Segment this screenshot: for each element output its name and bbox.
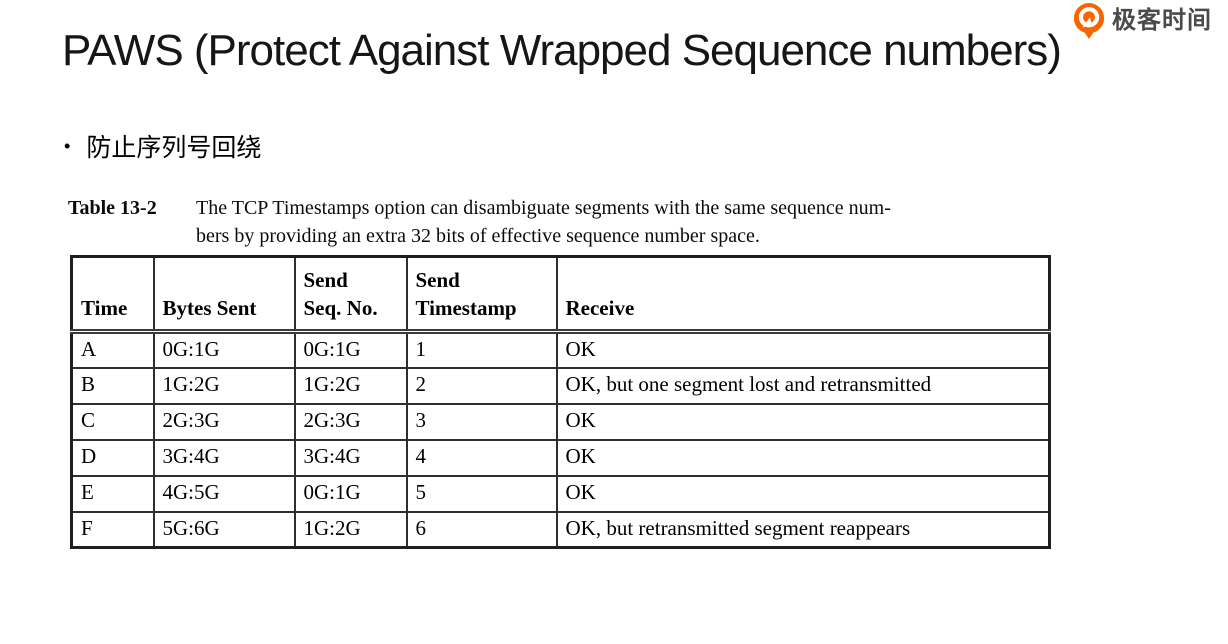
table-cell: C [70,402,155,441]
table-cell: 0G:1G [293,474,408,513]
table-cell: OK [555,402,1051,441]
table-header-time: Time [70,255,155,334]
table-caption-text: The TCP Timestamps option can disambigua… [196,194,891,250]
table-cell: 1G:2G [293,366,408,405]
table-cell: 2G:3G [152,402,296,441]
table-row: B 1G:2G 1G:2G 2 OK, but one segment lost and… [70,366,1051,405]
table-cell: 4G:5G [152,474,296,513]
table-cell: 3G:4G [293,438,408,477]
table-cell: 4 [405,438,558,477]
table-header-send-timestamp: Send Timestamp [405,255,558,334]
table-header-row: Time Bytes Sent Send Seq. No. Send Times… [70,255,1051,334]
table-header-send-seq-no: Send Seq. No. [293,255,408,334]
bullet-dot: • [64,135,71,156]
table-cell: 3 [405,402,558,441]
table-row: D 3G:4G 3G:4G 4 OK [70,438,1051,477]
table-row: C 2G:3G 2G:3G 3 OK [70,402,1051,441]
table-caption: Table 13-2 The TCP Timestamps option can… [68,194,891,250]
table-caption-line1: The TCP Timestamps option can disambigua… [196,197,891,219]
table-caption-label: Table 13-2 [68,197,157,219]
table-cell: F [70,510,155,549]
table-cell: 2 [405,366,558,405]
table-header-bytes-sent: Bytes Sent [152,255,296,334]
table-cell: 5 [405,474,558,513]
table-header-receive: Receive [555,255,1051,334]
table-row: F 5G:6G 1G:2G 6 OK, but retransmitted segmen… [70,510,1051,549]
table-cell: OK [555,438,1051,477]
tcp-timestamps-table: Time Bytes Sent Send Seq. No. Send Times… [70,255,1051,549]
bullet-text: 防止序列号回绕 [86,134,262,162]
table-cell: 5G:6G [152,510,296,549]
geektime-logo: 极客时间 [1072,2,1212,40]
table-cell: E [70,474,155,513]
table-cell: A [70,330,155,369]
table-cell: 1G:2G [152,366,296,405]
geektime-logo-text: 极客时间 [1112,7,1212,34]
table-cell: B [70,366,155,405]
table-cell: 2G:3G [293,402,408,441]
table-row: A 0G:1G 0G:1G 1 OK [70,330,1051,369]
bullet-item: • 防止序列号回绕 [64,128,261,164]
table-cell: OK [555,330,1051,369]
table-row: E 4G:5G 0G:1G 5 OK [70,474,1051,513]
table-cell: 1 [405,330,558,369]
table-cell: OK, but retransmitted segment reappears [555,510,1051,549]
table-cell: OK [555,474,1051,513]
table-cell: 6 [405,510,558,549]
page-title: PAWS (Protect Against Wrapped Sequence n… [62,26,1062,75]
table-cell: OK, but one segment lost and retransmitt… [555,366,1051,405]
table-cell: D [70,438,155,477]
table-caption-line2: bers by providing an extra 32 bits of ef… [196,225,760,247]
geektime-logo-icon [1072,2,1106,40]
table-cell: 1G:2G [293,510,408,549]
table-cell: 3G:4G [152,438,296,477]
table-cell: 0G:1G [152,330,296,369]
table-cell: 0G:1G [293,330,408,369]
